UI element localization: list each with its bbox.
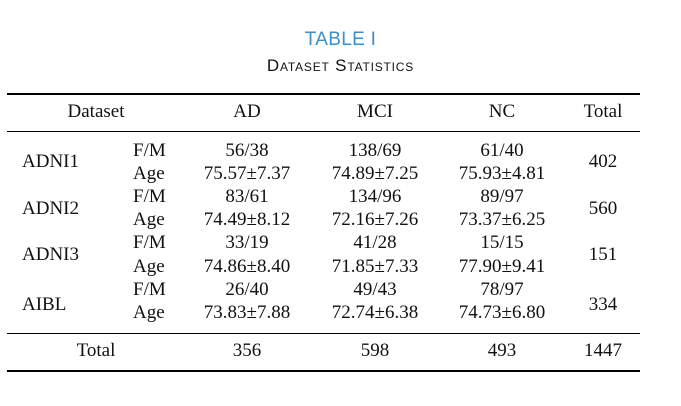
mci-fm-cell: 49/43	[353, 279, 397, 300]
mci-total-cell: 598	[360, 340, 390, 361]
fm-label: F/M	[133, 186, 166, 207]
ad-total-cell: 356	[232, 340, 262, 361]
mci-fm-cell: 41/28	[353, 232, 397, 253]
mci-age-cell: 71.85±7.33	[331, 256, 419, 277]
totals-rule	[7, 333, 640, 334]
fm-label: F/M	[133, 232, 166, 253]
header-nc: NC	[488, 101, 516, 122]
header-mci: MCI	[357, 101, 393, 122]
total-cell: 402	[588, 151, 618, 172]
ad-fm-cell: 83/61	[225, 186, 269, 207]
fm-label: F/M	[133, 279, 166, 300]
mci-fm-cell: 138/69	[348, 140, 402, 161]
totals-label: Total	[76, 340, 116, 361]
ad-fm-cell: 56/38	[225, 140, 269, 161]
bottom-rule	[7, 370, 640, 372]
nc-total-cell: 493	[487, 340, 517, 361]
header-rule	[7, 131, 640, 132]
ad-age-cell: 74.49±8.12	[203, 209, 291, 230]
ad-age-cell: 75.57±7.37	[203, 163, 291, 184]
age-label: Age	[133, 163, 165, 184]
nc-fm-cell: 15/15	[480, 232, 524, 253]
fm-label: F/M	[133, 140, 166, 161]
age-label: Age	[133, 302, 165, 323]
mci-age-cell: 72.16±7.26	[331, 209, 419, 230]
total-cell: 560	[588, 198, 618, 219]
age-label: Age	[133, 209, 165, 230]
nc-age-cell: 73.37±6.25	[458, 209, 546, 230]
header-ad: AD	[233, 101, 261, 122]
nc-age-cell: 74.73±6.80	[458, 302, 546, 323]
nc-fm-cell: 61/40	[480, 140, 524, 161]
table-caption-label: TABLE I	[304, 29, 377, 50]
nc-fm-cell: 78/97	[480, 279, 524, 300]
top-rule	[7, 93, 640, 95]
table-caption-title: Dataset Statistics	[266, 56, 415, 75]
header-dataset: Dataset	[67, 101, 125, 122]
ad-fm-cell: 26/40	[225, 279, 269, 300]
dataset-name: ADNI1	[22, 151, 79, 172]
grand-total-cell: 1447	[584, 340, 622, 361]
total-cell: 334	[588, 294, 618, 315]
mci-age-cell: 74.89±7.25	[331, 163, 419, 184]
dataset-name: ADNI2	[22, 198, 79, 219]
ad-fm-cell: 33/19	[225, 232, 269, 253]
ad-age-cell: 74.86±8.40	[203, 256, 291, 277]
age-label: Age	[133, 256, 165, 277]
total-cell: 151	[588, 244, 618, 265]
dataset-name: ADNI3	[22, 244, 79, 265]
dataset-name: AIBL	[22, 294, 67, 315]
nc-age-cell: 75.93±4.81	[458, 163, 546, 184]
nc-age-cell: 77.90±9.41	[458, 256, 546, 277]
ad-age-cell: 73.83±7.88	[203, 302, 291, 323]
mci-fm-cell: 134/96	[348, 186, 402, 207]
mci-age-cell: 72.74±6.38	[331, 302, 419, 323]
nc-fm-cell: 89/97	[480, 186, 524, 207]
header-total: Total	[583, 101, 623, 122]
